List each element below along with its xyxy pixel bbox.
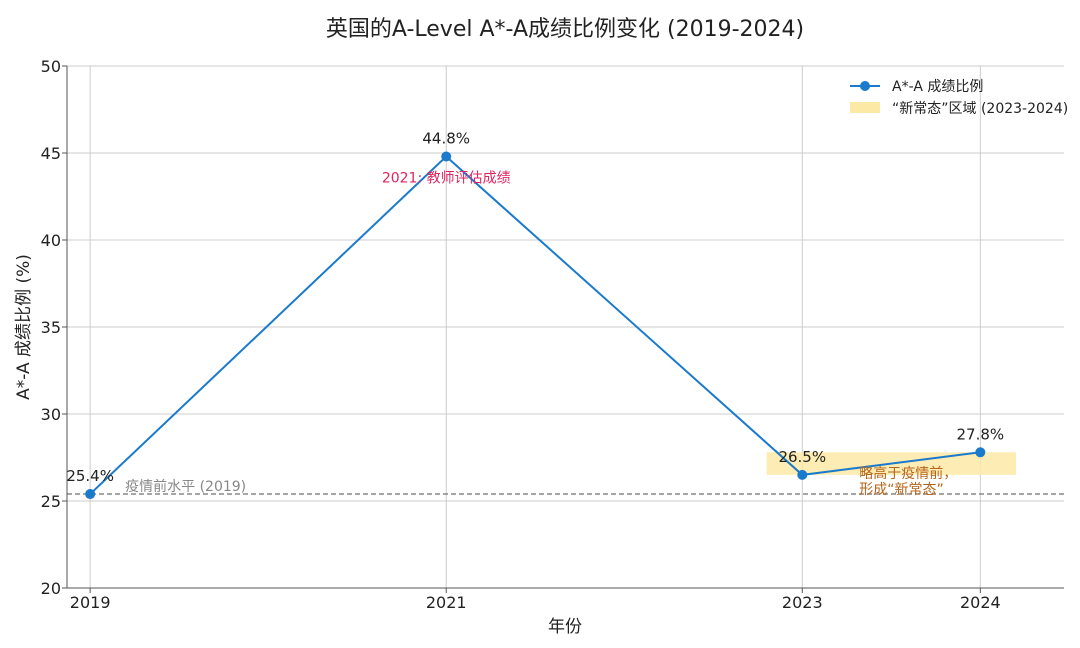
y-tick-label: 45: [41, 144, 61, 163]
y-tick-label: 40: [41, 231, 61, 250]
axes: 20 25 30 35 40 45 50 2019 2021 2023 2024: [41, 57, 1064, 612]
data-label: 25.4%: [66, 467, 114, 485]
legend-series-label: A*-A 成绩比例: [892, 79, 983, 95]
y-tick-label: 20: [41, 579, 61, 598]
baseline-layer: 疫情前水平 (2019): [67, 478, 1064, 495]
labels-layer: 25.4% 44.8% 26.5% 27.8% 2021: 教师评估成绩略高于疫情前，形…: [66, 129, 1004, 497]
data-label: 27.8%: [956, 425, 1004, 443]
y-tick-label: 35: [41, 318, 61, 337]
x-tick-label: 2019: [70, 593, 111, 612]
legend: A*-A 成绩比例 “新常态”区域 (2023-2024): [850, 79, 1068, 117]
data-point: [797, 469, 808, 480]
legend-band-label: “新常态”区域 (2023-2024): [892, 101, 1068, 117]
data-label: 26.5%: [778, 448, 826, 466]
y-tick-label: 30: [41, 405, 61, 424]
y-tick-label: 50: [41, 57, 61, 76]
data-point: [85, 489, 96, 500]
grid: [67, 65, 1064, 589]
annotation-1: 略高于疫情前，: [859, 465, 957, 482]
x-tick-label: 2023: [782, 593, 823, 612]
y-tick-label: 25: [41, 492, 61, 511]
series-line: [89, 155, 981, 495]
data-label: 44.8%: [422, 129, 470, 147]
baseline-label: 疫情前水平 (2019): [125, 478, 246, 495]
annotation-0: 2021: 教师评估成绩: [382, 170, 511, 186]
data-point: [441, 151, 452, 162]
legend-point-marker: [860, 81, 870, 91]
data-point: [975, 447, 986, 458]
series-layer: [85, 151, 986, 500]
y-axis-label: A*-A 成绩比例 (%): [14, 254, 34, 400]
legend-band-swatch: [850, 102, 880, 113]
chart-title: 英国的A-Level A*-A成绩比例变化 (2019-2024): [326, 17, 804, 42]
x-axis-label: 年份: [548, 617, 582, 637]
annotation-2: 形成“新常态”: [859, 482, 944, 498]
x-tick-label: 2024: [960, 593, 1001, 612]
x-tick-label: 2021: [426, 593, 467, 612]
